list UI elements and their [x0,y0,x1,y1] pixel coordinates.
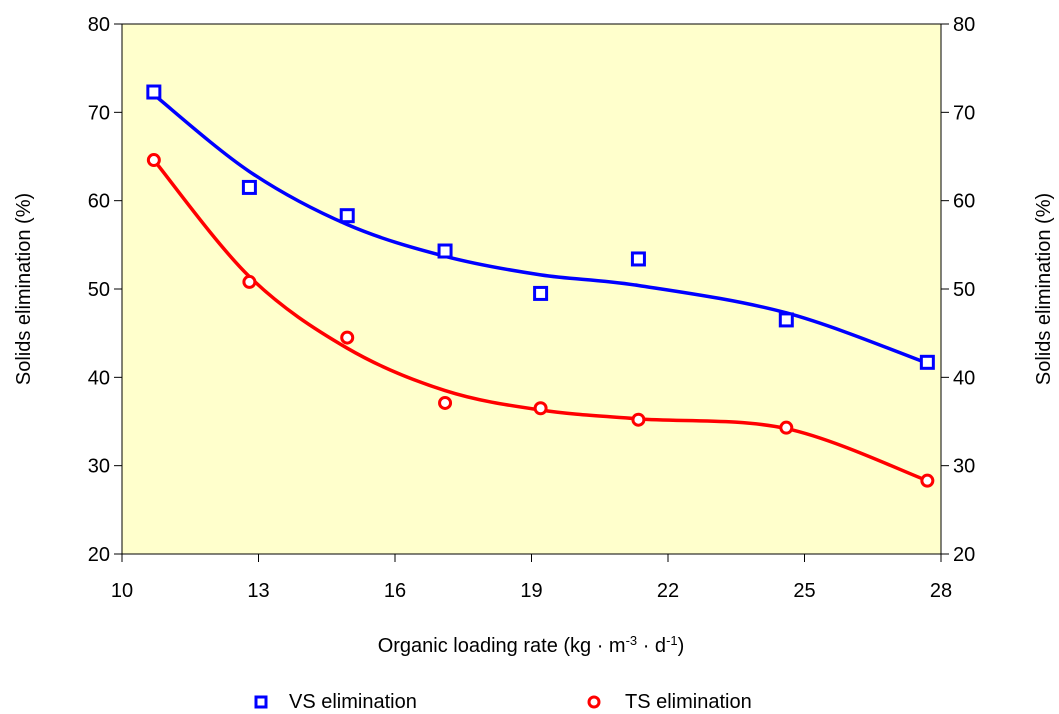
legend-vs-label: VS elimination [289,691,417,713]
x-tick-label-19: 19 [520,580,542,602]
y-tick-label-left-60: 60 [88,191,110,213]
data-point-ts-6 [779,420,794,435]
data-point-ts-3 [438,395,453,410]
data-point-ts-2 [340,330,355,345]
data-point-vs-2 [339,208,355,224]
x-tick-label-28: 28 [930,580,952,602]
x-tick-label-16: 16 [384,580,406,602]
x-tick-label-13: 13 [247,580,269,602]
data-point-vs-3 [437,243,453,259]
x-tick-label-25: 25 [793,580,815,602]
y-tick-label-right-70: 70 [953,102,975,124]
legend-ts-label: TS elimination [625,691,752,713]
x-axis-title: Organic loading rate (kg · m-3 · d-1) [378,633,685,658]
y-tick-label-right-50: 50 [953,279,975,301]
y-tick-label-right-30: 30 [953,456,975,478]
data-point-ts-5 [631,412,646,427]
y-tick-label-right-60: 60 [953,191,975,213]
y-tick-label-left-40: 40 [88,367,110,389]
data-point-ts-7 [920,473,935,488]
y-tick-label-right-80: 80 [953,14,975,36]
x-axis-title-middle: · d [637,635,666,657]
plot-area [121,23,942,555]
y-axis-title-right: Solids elimination (%) [1033,193,1055,385]
legend-ts-marker [587,695,601,709]
y-tick-label-left-70: 70 [88,102,110,124]
y-tick-label-right-40: 40 [953,367,975,389]
legend: VS elimination TS elimination [254,691,752,713]
x-tick-label-10: 10 [111,580,133,602]
data-point-vs-5 [630,251,646,267]
data-point-vs-1 [241,179,257,195]
data-point-vs-6 [778,312,794,328]
data-markers [146,84,935,488]
data-point-ts-0 [146,153,161,168]
data-point-vs-4 [533,285,549,301]
x-axis-title-sup1: -3 [626,633,638,648]
data-point-vs-7 [919,354,935,370]
y-tick-label-left-20: 20 [88,544,110,566]
x-axis-title-prefix: Organic loading rate (kg · m [378,635,626,657]
y-tick-label-left-30: 30 [88,456,110,478]
y-tick-label-left-50: 50 [88,279,110,301]
y-axis-title-left: Solids elimination (%) [13,193,35,385]
y-tick-label-right-20: 20 [953,544,975,566]
x-axis-title-suffix: ) [678,635,685,657]
data-point-ts-4 [533,401,548,416]
x-tick-label-22: 22 [657,580,679,602]
x-axis-title-sup2: -1 [666,633,678,648]
legend-vs-marker [254,695,268,709]
y-tick-label-left-80: 80 [88,14,110,36]
data-point-ts-1 [242,274,257,289]
data-point-vs-0 [146,84,162,100]
